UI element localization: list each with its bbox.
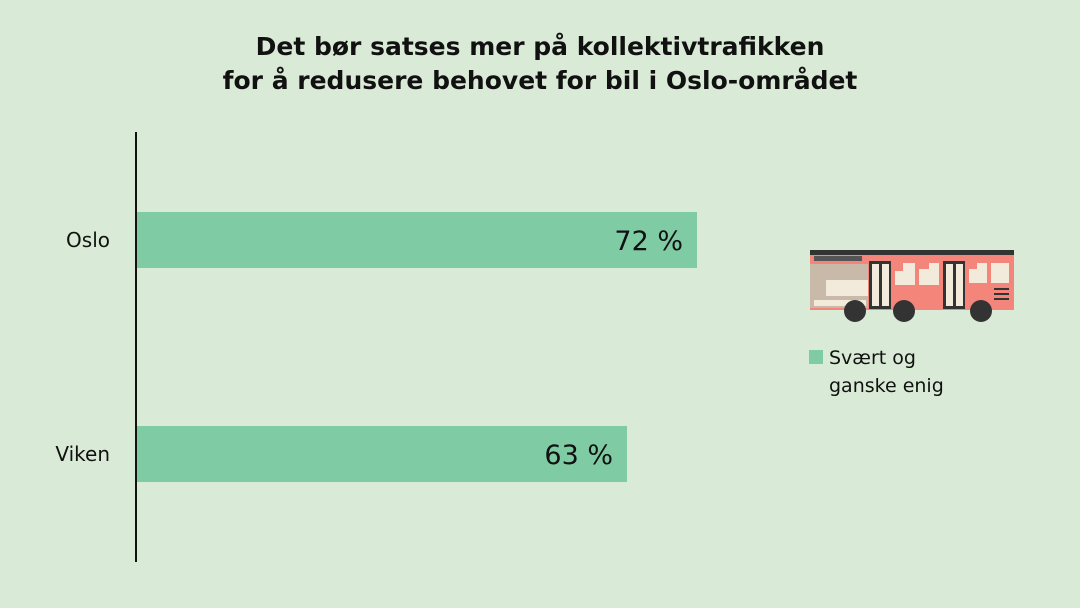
bars-layer: 72 % Oslo 63 % Viken bbox=[55, 212, 697, 482]
legend: Svært og ganske enig bbox=[809, 344, 979, 400]
data-label-viken: 63 % bbox=[544, 440, 613, 471]
legend-swatch bbox=[809, 350, 823, 364]
chart-title-line-2: for å redusere behovet for bil i Oslo-om… bbox=[222, 66, 858, 95]
legend-label-line-1: Svært og bbox=[829, 347, 916, 369]
legend-label: Svært og ganske enig bbox=[829, 344, 979, 400]
category-label-viken: Viken bbox=[55, 442, 110, 466]
chart-title: Det bør satses mer på kollektivtrafikken… bbox=[0, 30, 1080, 98]
chart-title-line-1: Det bør satses mer på kollektivtrafikken bbox=[255, 32, 825, 61]
bus-icon bbox=[810, 250, 1014, 322]
legend-label-line-2: ganske enig bbox=[829, 375, 944, 397]
bar-viken bbox=[137, 426, 627, 482]
category-label-oslo: Oslo bbox=[66, 228, 110, 252]
data-label-oslo: 72 % bbox=[614, 226, 683, 257]
bar-oslo bbox=[137, 212, 697, 268]
